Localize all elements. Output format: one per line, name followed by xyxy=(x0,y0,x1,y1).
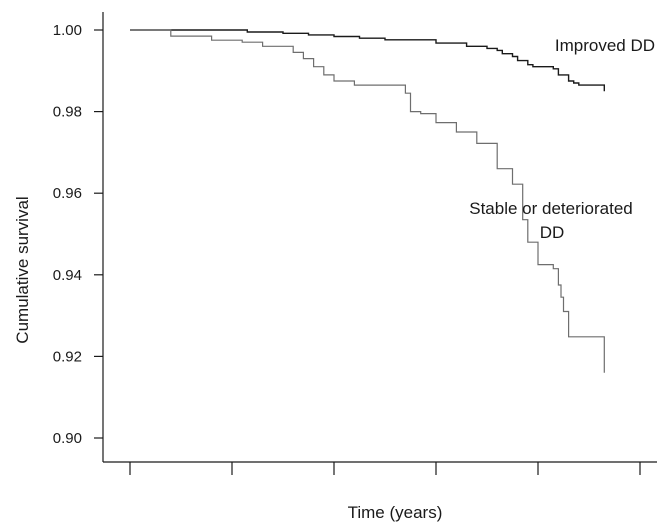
x-ticks xyxy=(129,462,641,475)
y-tick-label: 1.00 xyxy=(53,22,82,39)
y-ticks: 0.90 0.92 0.94 0.96 0.98 1.00 xyxy=(53,22,103,447)
series-label-stable-line1: Stable or deteriorated xyxy=(469,199,633,218)
series-label-improved: Improved DD xyxy=(555,36,655,55)
y-tick-label: 0.94 xyxy=(53,267,82,284)
series-line-stable xyxy=(130,29,605,373)
y-tick-label: 0.96 xyxy=(53,185,82,202)
y-tick-label: 0.98 xyxy=(53,104,82,121)
series-label-stable-line2: DD xyxy=(540,223,565,242)
series-layer xyxy=(130,29,605,373)
y-tick-label: 0.90 xyxy=(53,430,82,447)
series-line-improved xyxy=(130,29,605,92)
y-axis-title: Cumulative survival xyxy=(13,196,32,343)
y-tick-label: 0.92 xyxy=(53,348,82,365)
x-axis-title: Time (years) xyxy=(348,503,443,522)
